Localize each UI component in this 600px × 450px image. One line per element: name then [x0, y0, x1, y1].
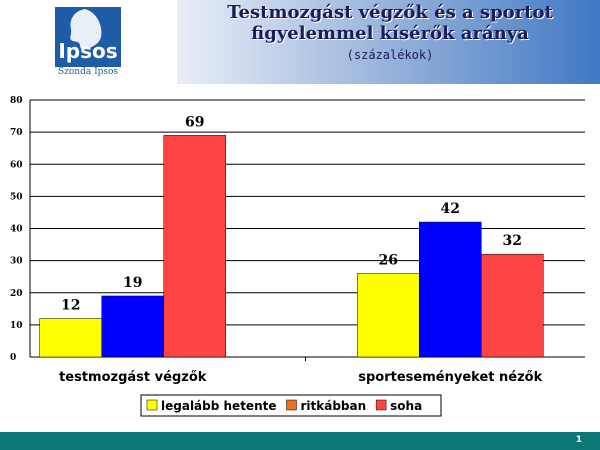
bar-soha — [163, 135, 226, 358]
x-tick-label: sporteseményeket nézők — [358, 370, 542, 385]
title-line-1: Testmozgást végzők és a sportot — [227, 2, 553, 23]
logo-text: Ipsos — [58, 39, 118, 63]
legend-swatch — [286, 399, 297, 411]
y-tick-label: 30 — [10, 257, 23, 267]
data-label: 26 — [379, 252, 398, 268]
legend-label: soha — [390, 399, 422, 413]
bar-chart: 0 10 20 30 40 50 60 70 80 12 19 69 testmozgást végző… — [10, 96, 585, 417]
legend-label: ritkábban — [300, 399, 366, 413]
legend-swatch — [375, 399, 387, 411]
y-tick-label: 70 — [10, 128, 23, 138]
bar-ritkábban — [101, 295, 164, 358]
data-label: 42 — [441, 201, 460, 217]
title-panel: Testmozgást végzők és a sportot figyelem… — [174, 0, 600, 84]
page-title: Testmozgást végzők és a sportot figyelem… — [177, 2, 600, 44]
legend-label: legalább hetente — [161, 399, 276, 413]
title-line-2: figyelemmel kísérők aránya — [251, 23, 529, 44]
page-number: 1 — [575, 435, 582, 445]
slide-header: Ipsos Szonda Ipsos Testmozgást végzők és… — [0, 0, 600, 84]
data-label: 19 — [123, 275, 142, 291]
legend-swatch — [146, 399, 158, 411]
logo-panel: Ipsos Szonda Ipsos — [0, 0, 170, 84]
x-tick-label: testmozgást végzők — [59, 370, 207, 385]
data-label: 32 — [503, 233, 522, 249]
bar-legalább-hetente — [39, 318, 102, 358]
page-subtitle: (százalékok) — [346, 48, 434, 62]
logo-subtitle: Szonda Ipsos — [57, 67, 119, 77]
ipsos-logo: Ipsos — [55, 7, 121, 67]
y-tick-label: 60 — [10, 160, 23, 170]
y-tick-label: 0 — [10, 353, 16, 363]
bar-soha — [481, 253, 544, 358]
y-tick-label: 20 — [10, 289, 23, 299]
data-label: 69 — [185, 114, 204, 130]
bar-legalább-hetente — [357, 273, 420, 358]
y-tick-label: 40 — [10, 225, 23, 235]
y-tick-label: 50 — [10, 192, 23, 202]
y-tick-label: 80 — [10, 96, 23, 106]
y-tick-label: 10 — [10, 321, 23, 331]
data-label: 12 — [61, 297, 80, 313]
footer-bar: 1 — [0, 432, 600, 450]
bar-ritkábban — [419, 221, 482, 358]
profile-silhouette-icon — [70, 9, 102, 49]
